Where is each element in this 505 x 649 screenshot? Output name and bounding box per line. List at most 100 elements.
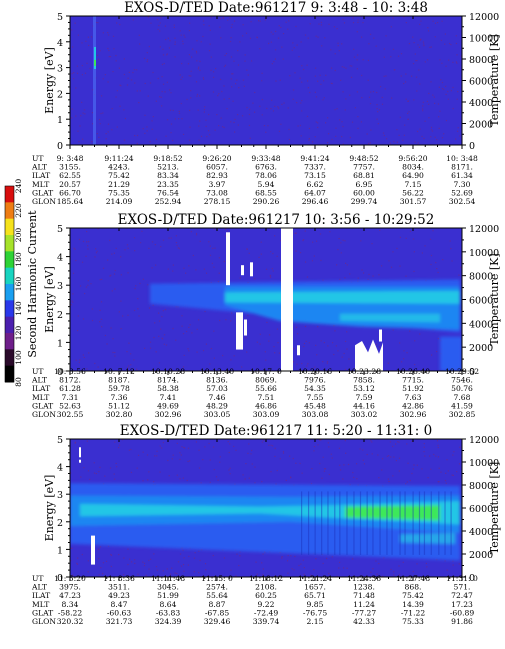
noise-pixel xyxy=(150,558,152,560)
orbit-value: 83.34 xyxy=(157,171,179,180)
noise-pixel xyxy=(272,33,274,35)
orbit-value: 73.15 xyxy=(304,171,326,180)
noise-pixel xyxy=(349,65,351,67)
noise-pixel xyxy=(453,451,455,453)
noise-pixel xyxy=(351,558,354,560)
noise-pixel xyxy=(274,58,276,60)
noise-pixel xyxy=(108,55,110,58)
noise-pixel xyxy=(147,95,149,97)
noise-pixel xyxy=(164,91,166,93)
noise-pixel xyxy=(434,136,436,138)
noise-pixel xyxy=(138,101,140,104)
noise-pixel xyxy=(118,444,121,446)
striation xyxy=(346,491,348,555)
striation xyxy=(450,491,452,555)
noise-pixel xyxy=(432,20,434,22)
noise-pixel xyxy=(354,107,356,109)
noise-pixel xyxy=(196,351,198,353)
noise-pixel xyxy=(82,354,84,356)
orbit-value: 20.57 xyxy=(59,180,81,189)
noise-pixel xyxy=(264,19,266,21)
y-tick-label: 3 xyxy=(57,490,63,501)
noise-pixel xyxy=(115,462,117,465)
noise-pixel xyxy=(315,344,317,346)
noise-pixel xyxy=(323,342,325,344)
noise-pixel xyxy=(137,573,139,575)
orbit-value: 2574. xyxy=(206,583,228,592)
noise-pixel xyxy=(278,352,280,354)
orbit-value: 3.97 xyxy=(209,180,226,189)
noise-pixel xyxy=(205,119,207,121)
noise-pixel xyxy=(77,130,79,132)
orbit-value: 324.39 xyxy=(155,617,182,626)
noise-pixel xyxy=(198,467,201,469)
noise-pixel xyxy=(300,41,302,43)
noise-pixel xyxy=(81,101,83,103)
noise-pixel xyxy=(104,334,106,337)
colorbar-segment xyxy=(5,333,14,350)
noise-pixel xyxy=(265,131,267,133)
orbit-value: 72.47 xyxy=(451,591,473,600)
noise-pixel xyxy=(238,564,240,567)
noise-pixel xyxy=(188,30,190,32)
noise-pixel xyxy=(410,75,413,77)
noise-pixel xyxy=(155,351,157,353)
orbit-value: 214.09 xyxy=(106,197,133,206)
noise-pixel xyxy=(114,478,116,480)
noise-pixel xyxy=(435,455,437,457)
noise-pixel xyxy=(270,31,272,33)
noise-pixel xyxy=(181,76,183,78)
noise-pixel xyxy=(70,559,72,562)
noise-pixel xyxy=(416,563,418,565)
noise-pixel xyxy=(383,75,385,77)
noise-pixel xyxy=(82,112,84,114)
noise-pixel xyxy=(418,46,421,48)
orbit-value: 1238. xyxy=(353,583,375,592)
noise-pixel xyxy=(183,354,185,356)
noise-pixel xyxy=(315,35,317,37)
noise-pixel xyxy=(330,453,332,455)
noise-pixel xyxy=(334,330,336,332)
noise-pixel xyxy=(87,571,89,573)
orbit-value: 11.24 xyxy=(353,600,375,609)
noise-pixel xyxy=(351,65,353,67)
noise-pixel xyxy=(367,59,370,62)
noise-pixel xyxy=(239,551,241,553)
noise-pixel xyxy=(204,563,207,565)
noise-pixel xyxy=(163,334,166,336)
noise-pixel xyxy=(170,237,172,239)
colorbar-segment xyxy=(5,251,14,269)
noise-pixel xyxy=(441,62,443,64)
noise-pixel xyxy=(196,60,198,62)
orbit-value: 68.81 xyxy=(353,171,375,180)
noise-pixel xyxy=(110,565,112,568)
noise-pixel xyxy=(208,25,210,27)
noise-pixel xyxy=(207,130,210,132)
noise-pixel xyxy=(199,60,201,63)
orbit-value: 76.54 xyxy=(157,188,179,197)
colorbar-segment xyxy=(5,186,14,203)
noise-pixel xyxy=(302,239,304,242)
noise-pixel xyxy=(159,445,161,447)
orbit-row-label: MLT xyxy=(32,393,49,402)
noise-pixel xyxy=(101,572,104,575)
noise-pixel xyxy=(331,82,333,85)
noise-pixel xyxy=(274,352,276,354)
noise-pixel xyxy=(139,90,141,92)
noise-pixel xyxy=(159,22,161,24)
noise-pixel xyxy=(293,569,295,571)
noise-pixel xyxy=(204,446,206,448)
noise-pixel xyxy=(182,133,185,135)
noise-pixel xyxy=(274,575,276,577)
noise-pixel xyxy=(313,569,315,571)
noise-pixel xyxy=(361,269,363,271)
noise-pixel xyxy=(209,134,211,136)
noise-pixel xyxy=(438,86,440,88)
noise-pixel xyxy=(431,354,433,356)
noise-pixel xyxy=(210,347,212,350)
noise-pixel xyxy=(133,309,136,312)
noise-pixel xyxy=(92,89,94,91)
noise-pixel xyxy=(98,470,100,473)
orbit-value: 66.70 xyxy=(59,188,81,197)
noise-pixel xyxy=(224,64,227,66)
